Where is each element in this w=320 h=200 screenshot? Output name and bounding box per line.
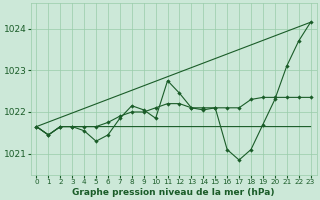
X-axis label: Graphe pression niveau de la mer (hPa): Graphe pression niveau de la mer (hPa) [72, 188, 275, 197]
